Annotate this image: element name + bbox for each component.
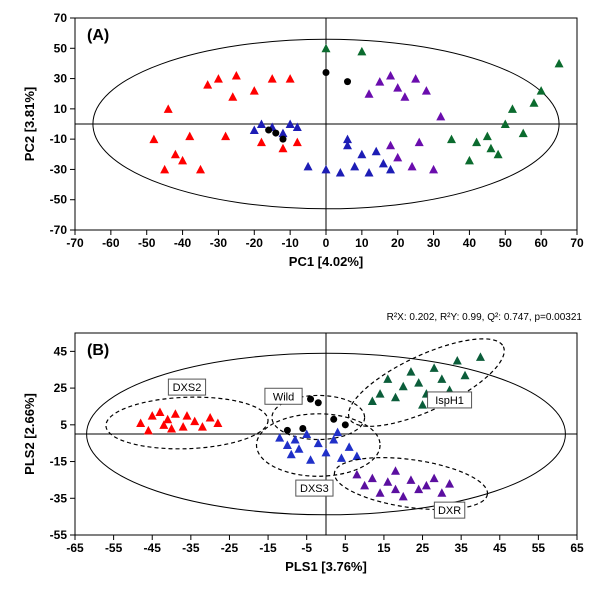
svg-text:-25: -25 [221, 541, 239, 555]
svg-text:30: 30 [427, 236, 441, 250]
panel-b: -65-55-45-35-25-15-55152535455565PLS1 [3… [20, 325, 592, 575]
svg-text:-40: -40 [174, 236, 192, 250]
svg-text:-70: -70 [66, 236, 84, 250]
svg-text:-35: -35 [182, 541, 200, 555]
svg-text:40: 40 [463, 236, 477, 250]
svg-text:-70: -70 [50, 223, 68, 237]
svg-text:-55: -55 [50, 528, 68, 542]
svg-text:(A): (A) [87, 27, 109, 44]
svg-text:30: 30 [54, 72, 68, 86]
svg-text:45: 45 [54, 344, 68, 358]
svg-text:DXS2: DXS2 [173, 382, 202, 394]
svg-text:65: 65 [570, 541, 584, 555]
svg-text:Wild: Wild [273, 391, 294, 403]
svg-text:-60: -60 [102, 236, 120, 250]
svg-text:DXR: DXR [438, 505, 461, 517]
svg-text:-20: -20 [246, 236, 264, 250]
panel-b-svg: -65-55-45-35-25-15-55152535455565PLS1 [3… [20, 325, 592, 575]
svg-text:-15: -15 [259, 541, 277, 555]
svg-text:70: 70 [570, 236, 584, 250]
panel-a-svg: -70 -60 -50 -40 -30 -20 -10 0 10 20 30 40 50 60 70 PC1 … [20, 10, 592, 270]
svg-text:45: 45 [493, 541, 507, 555]
svg-text:(B): (B) [87, 342, 109, 359]
svg-text:55: 55 [532, 541, 546, 555]
svg-text:25: 25 [416, 541, 430, 555]
svg-text:60: 60 [534, 236, 548, 250]
svg-text:70: 70 [54, 11, 68, 25]
svg-text:25: 25 [54, 381, 68, 395]
svg-text:PLS2 [2.66%]: PLS2 [2.66%] [22, 393, 37, 475]
svg-text:-30: -30 [210, 236, 228, 250]
svg-text:-15: -15 [50, 455, 68, 469]
svg-text:PC2 [3.81%]: PC2 [3.81%] [22, 87, 37, 161]
svg-text:-5: -5 [301, 541, 312, 555]
svg-text:-45: -45 [144, 541, 162, 555]
svg-text:-10: -10 [50, 132, 68, 146]
panel-b-stats: R²X: 0.202, R²Y: 0.99, Q²: 0.747, p=0.00… [387, 312, 582, 323]
svg-text:-50: -50 [138, 236, 156, 250]
svg-text:-55: -55 [105, 541, 123, 555]
svg-text:50: 50 [54, 41, 68, 55]
svg-text:-65: -65 [66, 541, 84, 555]
svg-text:5: 5 [342, 541, 349, 555]
svg-text:20: 20 [391, 236, 405, 250]
svg-text:10: 10 [54, 102, 68, 116]
svg-text:-50: -50 [50, 193, 68, 207]
panel-a: -70 -60 -50 -40 -30 -20 -10 0 10 20 30 40 50 60 70 PC1 … [20, 10, 592, 270]
svg-text:-35: -35 [50, 491, 68, 505]
svg-text:IspH1: IspH1 [435, 395, 464, 407]
svg-text:PC1 [4.02%]: PC1 [4.02%] [289, 254, 363, 269]
svg-text:DXS3: DXS3 [300, 483, 329, 495]
svg-text:50: 50 [499, 236, 513, 250]
svg-text:5: 5 [60, 418, 67, 432]
svg-text:15: 15 [377, 541, 391, 555]
svg-text:PLS1 [3.76%]: PLS1 [3.76%] [285, 559, 367, 574]
svg-text:10: 10 [355, 236, 369, 250]
svg-text:35: 35 [454, 541, 468, 555]
svg-text:0: 0 [323, 236, 330, 250]
svg-text:-30: -30 [50, 162, 68, 176]
svg-text:-10: -10 [281, 236, 299, 250]
